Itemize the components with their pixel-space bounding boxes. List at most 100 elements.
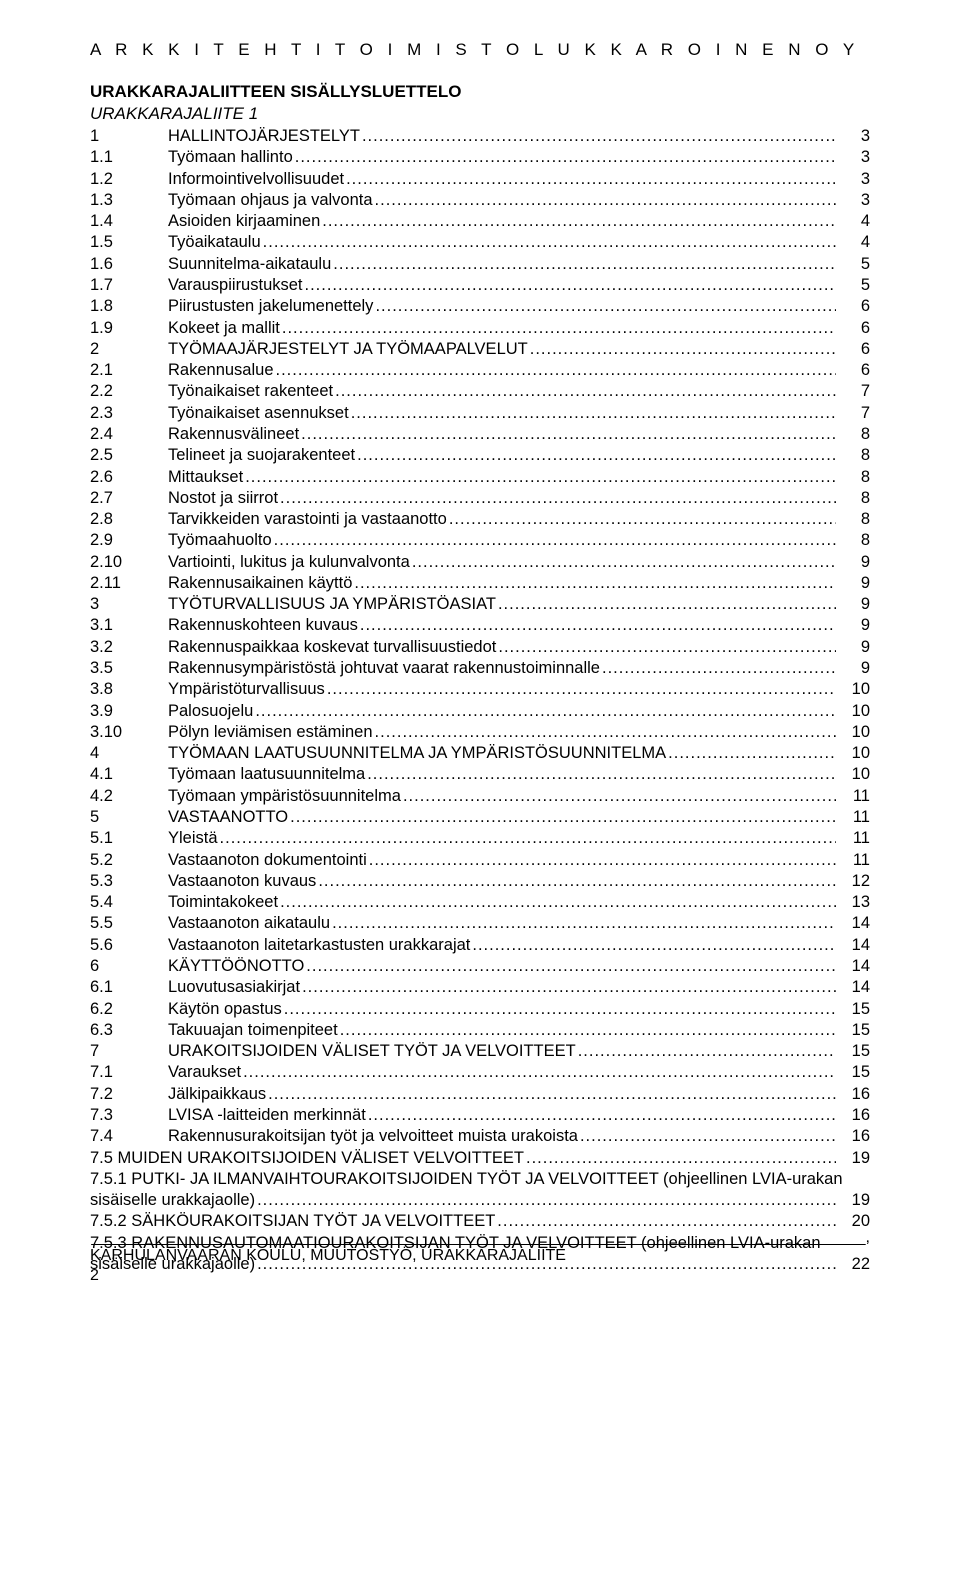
toc-leader [332, 913, 836, 934]
toc-label: Varaukset [168, 1062, 241, 1083]
toc-page: 15 [836, 1020, 870, 1041]
toc-number: 1.3 [90, 190, 168, 211]
toc-leader [306, 956, 836, 977]
toc-leader [360, 615, 836, 636]
toc-entry: 1.3Työmaan ohjaus ja valvonta3 [90, 190, 870, 211]
toc-label: Työnaikaiset rakenteet [168, 381, 333, 402]
toc-number: 5.2 [90, 850, 168, 871]
toc-entry: 7.1Varaukset15 [90, 1062, 870, 1083]
toc-leader [335, 381, 836, 402]
toc-label: Työaikataulu [168, 232, 261, 253]
toc-leader [305, 275, 836, 296]
toc-page: 13 [836, 892, 870, 913]
toc-page: 19 [836, 1148, 870, 1169]
toc-number: 2.9 [90, 530, 168, 551]
toc-leader [280, 488, 836, 509]
toc-page: 16 [836, 1126, 870, 1147]
toc-number: 2.10 [90, 552, 168, 573]
toc-label: Työmaan ohjaus ja valvonta [168, 190, 373, 211]
toc-number: 4.1 [90, 764, 168, 785]
toc-leader [449, 509, 836, 530]
toc-entry: 7.5.1 PUTKI- JA ILMANVAIHTOURAKOITSIJOID… [90, 1169, 870, 1212]
toc-leader [295, 147, 836, 168]
toc-entry: 6.1Luovutusasiakirjat14 [90, 977, 870, 998]
toc-page: 14 [836, 977, 870, 998]
toc-label: Vastaanoton dokumentointi [168, 850, 367, 871]
toc-entry: 5.3Vastaanoton kuvaus12 [90, 871, 870, 892]
toc-entry: 7.3LVISA -laitteiden merkinnät16 [90, 1105, 870, 1126]
toc-page: 14 [836, 935, 870, 956]
toc-number: 3.8 [90, 679, 168, 700]
footer-text: KARHULANVAARAN KOULU, MUUTOSTYÖ, URAKKAR… [90, 1247, 870, 1265]
toc-page: 16 [836, 1105, 870, 1126]
document-page: A R K K I T E H T I T O I M I S T O L U … [0, 0, 960, 1315]
toc-entry: 1.9Kokeet ja mallit6 [90, 318, 870, 339]
toc-number: 5.1 [90, 828, 168, 849]
toc-page: 14 [836, 913, 870, 934]
toc-number: 5.6 [90, 935, 168, 956]
toc-leader [220, 828, 836, 849]
toc-entry: 2.10Vartiointi, lukitus ja kulunvalvonta… [90, 552, 870, 573]
toc-page: 9 [836, 573, 870, 594]
toc-number: 3 [90, 594, 168, 615]
toc-page: 6 [836, 339, 870, 360]
toc-entry: 3.9Palosuojelu10 [90, 701, 870, 722]
toc-number: 2 [90, 339, 168, 360]
toc-number: 6.2 [90, 999, 168, 1020]
toc-entry: 6.2Käytön opastus15 [90, 999, 870, 1020]
toc-page: 7 [836, 381, 870, 402]
toc-label: URAKOITSIJOIDEN VÄLISET TYÖT JA VELVOITT… [168, 1041, 576, 1062]
toc-leader [322, 211, 836, 232]
toc-label: TYÖMAAN LAATUSUUNNITELMA JA YMPÄRISTÖSUU… [168, 743, 666, 764]
toc-entry: 1.8Piirustusten jakelumenettely6 [90, 296, 870, 317]
toc-entry: 1.5Työaikataulu4 [90, 232, 870, 253]
toc-label: Informointivelvollisuudet [168, 169, 344, 190]
toc-number: 3.9 [90, 701, 168, 722]
toc-number: 5.3 [90, 871, 168, 892]
toc-leader [526, 1148, 836, 1169]
toc-leader [245, 467, 836, 488]
toc-leader [274, 530, 836, 551]
toc-number: 2.11 [90, 573, 168, 594]
toc-leader [498, 594, 836, 615]
toc-leader [351, 403, 836, 424]
toc-label: Suunnitelma-aikataulu [168, 254, 331, 275]
toc-entry: 3.5Rakennusympäristöstä johtuvat vaarat … [90, 658, 870, 679]
toc-page: 4 [836, 211, 870, 232]
toc-leader [412, 552, 836, 573]
toc-label: Rakennusurakoitsijan työt ja velvoitteet… [168, 1126, 578, 1147]
toc-page: 3 [836, 126, 870, 147]
toc-entry: 3.8Ympäristöturvallisuus10 [90, 679, 870, 700]
toc-page: 9 [836, 615, 870, 636]
toc-leader [369, 850, 836, 871]
toc-leader [280, 892, 836, 913]
toc-leader [340, 1020, 836, 1041]
toc-entry: 1.6Suunnitelma-aikataulu5 [90, 254, 870, 275]
toc-page: 8 [836, 509, 870, 530]
toc-label: Takuuajan toimenpiteet [168, 1020, 338, 1041]
toc-page: 6 [836, 318, 870, 339]
toc-label: Rakennuskohteen kuvaus [168, 615, 358, 636]
toc-page: 8 [836, 488, 870, 509]
toc-label: Rakennusvälineet [168, 424, 299, 445]
toc-page: 7 [836, 403, 870, 424]
toc-label: Työmaan laatusuunnitelma [168, 764, 365, 785]
toc-page: 11 [836, 850, 870, 871]
toc-label: Telineet ja suojarakenteet [168, 445, 355, 466]
toc-number: 1.5 [90, 232, 168, 253]
toc-number: 2.7 [90, 488, 168, 509]
toc-page: 6 [836, 360, 870, 381]
toc-entry: 6.3Takuuajan toimenpiteet15 [90, 1020, 870, 1041]
toc-leader [578, 1041, 836, 1062]
company-header: A R K K I T E H T I T O I M I S T O L U … [90, 40, 870, 60]
toc-label: Tarvikkeiden varastointi ja vastaanotto [168, 509, 447, 530]
toc-label: Yleistä [168, 828, 218, 849]
toc-entry: 1HALLINTOJÄRJESTELYT3 [90, 126, 870, 147]
toc-entry: 5.6Vastaanoton laitetarkastusten urakkar… [90, 935, 870, 956]
toc-leader [602, 658, 836, 679]
footer-page-number: 2 [90, 1267, 870, 1285]
toc-page: 14 [836, 956, 870, 977]
toc-label: Luovutusasiakirjat [168, 977, 300, 998]
toc-entry: 3.1Rakennuskohteen kuvaus9 [90, 615, 870, 636]
toc-page: 11 [836, 807, 870, 828]
